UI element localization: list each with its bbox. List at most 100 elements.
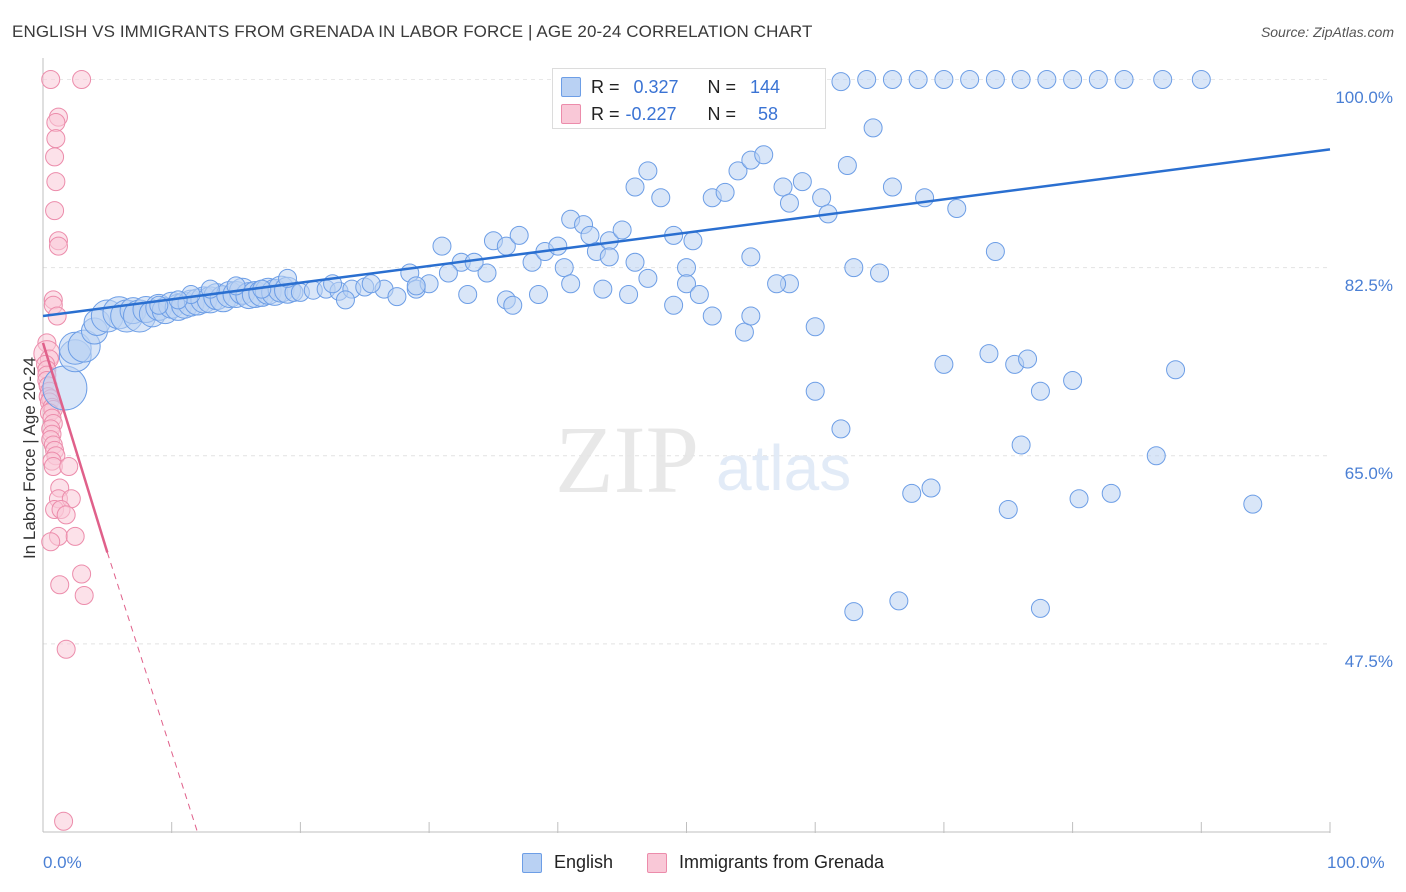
english-point bbox=[985, 70, 1005, 89]
grenada-point bbox=[65, 526, 85, 546]
stats-box: R = 0.327 N = 144 R = -0.227 N = 58 bbox=[552, 68, 826, 129]
grenada-point bbox=[41, 532, 61, 552]
grenada-point bbox=[74, 586, 94, 605]
grenada-point bbox=[46, 172, 66, 192]
english-point bbox=[1243, 494, 1263, 514]
english-point bbox=[42, 365, 88, 411]
english-point bbox=[599, 247, 619, 267]
legend-grenada-label: Immigrants from Grenada bbox=[678, 852, 885, 872]
english-point bbox=[934, 354, 954, 374]
english-point bbox=[651, 188, 671, 208]
english-point bbox=[1063, 70, 1083, 89]
english-point bbox=[889, 591, 909, 611]
english-point bbox=[458, 285, 478, 304]
english-point bbox=[857, 70, 877, 89]
english-point bbox=[734, 322, 754, 342]
english-point bbox=[1166, 360, 1186, 380]
grenada-swatch bbox=[561, 104, 581, 124]
stats-row-english: R = 0.327 N = 144 bbox=[561, 75, 780, 99]
stats-row-grenada: R = -0.227 N = 58 bbox=[561, 102, 778, 126]
english-point bbox=[438, 263, 458, 283]
grenada-point bbox=[72, 70, 92, 89]
y-tick-label: 100.0% bbox=[1335, 87, 1393, 107]
english-point bbox=[1114, 70, 1134, 89]
grenada-point bbox=[56, 505, 76, 525]
source-label: Source: ZipAtlas.com bbox=[1260, 24, 1394, 40]
english-point bbox=[1011, 70, 1031, 89]
english-point bbox=[683, 231, 703, 251]
watermark-atlas: atlas bbox=[716, 432, 851, 504]
y-tick-label: 82.5% bbox=[1344, 275, 1393, 295]
grenada-point bbox=[41, 70, 61, 89]
english-point bbox=[1191, 70, 1211, 89]
grenada-point bbox=[59, 457, 79, 476]
english-point bbox=[728, 161, 748, 181]
english-point bbox=[741, 247, 761, 267]
english-point bbox=[625, 252, 645, 272]
grenada-n-label: N = bbox=[707, 103, 737, 124]
english-point bbox=[406, 276, 426, 296]
english-point bbox=[548, 236, 568, 256]
english-point bbox=[638, 268, 658, 288]
english-point bbox=[715, 182, 735, 202]
english-point bbox=[612, 220, 632, 240]
english-r-value: 0.327 bbox=[633, 76, 679, 97]
english-point bbox=[870, 263, 890, 283]
english-point bbox=[528, 285, 548, 304]
english-point bbox=[831, 419, 851, 439]
english-point bbox=[677, 274, 696, 294]
english-point bbox=[1063, 371, 1083, 390]
english-point bbox=[387, 287, 407, 307]
grenada-n-value: 58 bbox=[758, 103, 779, 124]
english-point bbox=[754, 145, 774, 165]
grenada-point bbox=[45, 147, 65, 167]
english-point bbox=[837, 156, 857, 175]
english-point bbox=[1088, 70, 1108, 89]
grenada-r-value: -0.227 bbox=[625, 103, 677, 124]
legend-english-label: English bbox=[553, 852, 613, 872]
english-point bbox=[908, 70, 928, 89]
english-point bbox=[863, 118, 883, 138]
english-point bbox=[915, 188, 935, 208]
legend-grenada-swatch bbox=[646, 852, 667, 873]
grenada-point bbox=[56, 639, 76, 659]
english-point bbox=[1030, 598, 1050, 618]
y-tick-label: 47.5% bbox=[1344, 651, 1393, 671]
grenada-trend-line bbox=[41, 342, 109, 553]
english-point bbox=[554, 258, 574, 278]
english-point bbox=[741, 306, 761, 326]
english-point bbox=[477, 263, 497, 283]
english-point bbox=[509, 225, 529, 245]
english-point bbox=[902, 483, 922, 503]
grenada-point bbox=[50, 575, 70, 595]
english-point bbox=[702, 306, 722, 326]
english-point bbox=[361, 274, 381, 294]
english-point bbox=[882, 177, 902, 197]
grenada-trend-extension bbox=[106, 552, 198, 833]
english-point bbox=[1146, 446, 1166, 466]
english-point bbox=[689, 285, 709, 304]
english-point bbox=[1011, 435, 1031, 455]
english-point bbox=[773, 177, 793, 197]
english-point bbox=[979, 344, 999, 364]
english-point bbox=[805, 381, 825, 401]
english-point bbox=[921, 478, 941, 498]
y-tick-label: 65.0% bbox=[1344, 463, 1393, 483]
watermark-zip: ZIP bbox=[555, 406, 699, 513]
english-point bbox=[844, 258, 864, 278]
english-point bbox=[779, 193, 799, 213]
english-point bbox=[805, 317, 825, 337]
trend-lines bbox=[41, 148, 1331, 833]
gridlines bbox=[43, 79, 1330, 645]
english-point bbox=[831, 72, 851, 92]
english-point bbox=[580, 225, 600, 245]
grenada-point bbox=[46, 129, 66, 149]
legend-english-swatch bbox=[521, 852, 542, 873]
legend-english[interactable]: English bbox=[521, 852, 613, 873]
english-trend-line bbox=[42, 148, 1331, 318]
legend-grenada[interactable]: Immigrants from Grenada bbox=[646, 852, 885, 873]
grenada-point bbox=[54, 811, 74, 831]
english-point bbox=[882, 70, 902, 89]
chart-title: ENGLISH VS IMMIGRANTS FROM GRENADA IN LA… bbox=[12, 22, 813, 41]
